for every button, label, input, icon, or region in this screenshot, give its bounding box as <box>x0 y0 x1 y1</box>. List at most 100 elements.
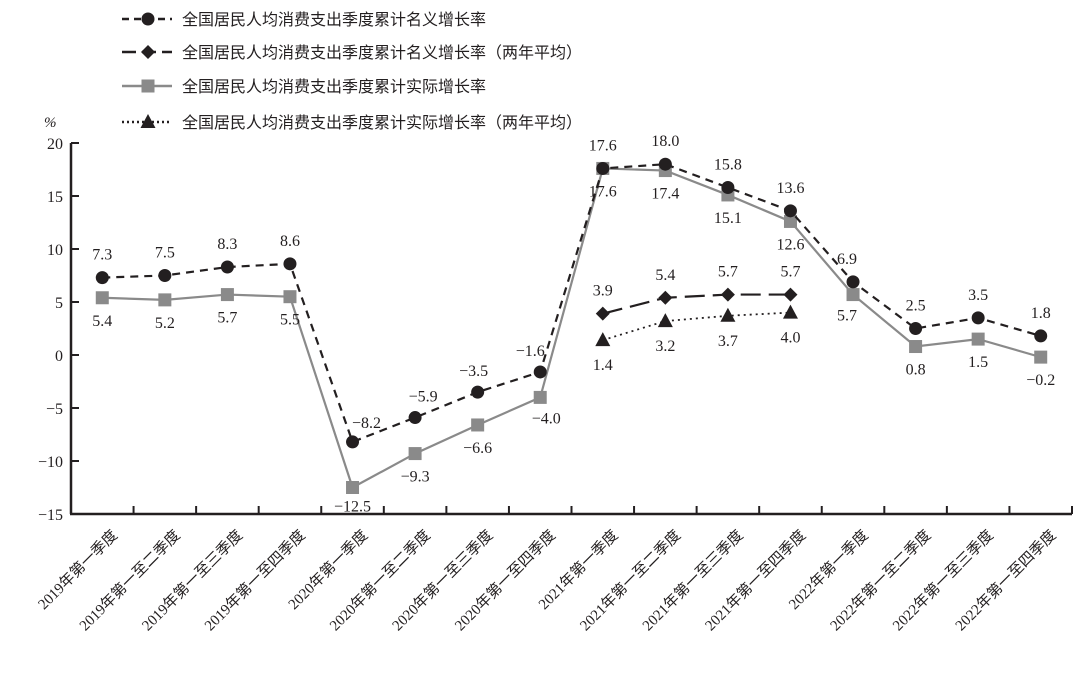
data-label: 3.5 <box>968 287 988 304</box>
diamond-marker-icon <box>595 306 610 321</box>
series-line <box>602 311 791 342</box>
data-label: 5.2 <box>155 315 175 332</box>
data-label: 5.4 <box>655 267 675 284</box>
data-label: 12.6 <box>776 236 804 253</box>
square-marker-icon <box>909 340 923 354</box>
series-3 <box>595 304 798 347</box>
circle-marker-icon <box>971 311 985 325</box>
data-label: 8.3 <box>217 236 237 253</box>
data-label: 17.6 <box>589 183 617 200</box>
data-label: 17.6 <box>589 137 617 154</box>
data-label: 0.8 <box>906 362 926 379</box>
legend-item: 全国居民人均消费支出季度累计名义增长率 <box>122 10 486 29</box>
circle-marker-icon <box>533 365 547 379</box>
data-label: 15.8 <box>714 157 742 174</box>
x-category-label: 2019年第一至二季度 <box>75 526 183 634</box>
square-marker-icon <box>471 418 485 432</box>
circle-marker-icon <box>846 275 860 289</box>
series-line <box>602 293 791 315</box>
legend-item: 全国居民人均消费支出季度累计实际增长率（两年平均） <box>122 113 582 132</box>
data-label: 5.7 <box>217 310 237 327</box>
circle-marker-icon <box>596 161 610 175</box>
circle-marker-icon <box>721 181 735 195</box>
data-label: −1.6 <box>516 343 545 360</box>
x-category-label: 2020年第一至四季度 <box>451 526 559 634</box>
y-tick-label: −15 <box>38 507 63 524</box>
data-labels: 7.3 7.5 8.3 8.6 −8.2 −5.9 −3.5 −1.6 17.6 18.0 15.8… <box>92 133 1055 515</box>
x-category-label: 2019年第一至四季度 <box>201 526 309 634</box>
data-label: 2.5 <box>906 298 926 315</box>
data-label: −5.9 <box>409 389 438 406</box>
square-marker-icon <box>408 447 422 461</box>
x-category-label: 2019年第一至三季度 <box>138 526 246 634</box>
legend-item: 全国居民人均消费支出季度累计实际增长率 <box>122 77 486 96</box>
triangle-marker-icon <box>720 307 736 322</box>
data-label: −8.2 <box>352 415 381 432</box>
legend-label: 全国居民人均消费支出季度累计名义增长率 <box>182 10 486 29</box>
data-label: 5.7 <box>780 264 800 281</box>
y-tick-label: −10 <box>38 454 63 471</box>
data-label: 15.1 <box>714 210 742 227</box>
y-tick-label: 20 <box>47 136 63 153</box>
legend-label: 全国居民人均消费支出季度累计名义增长率（两年平均） <box>182 43 582 62</box>
data-label: 3.9 <box>593 283 613 300</box>
circle-marker-icon <box>471 385 485 399</box>
square-marker-icon <box>971 332 985 346</box>
square-marker-icon <box>95 291 109 305</box>
data-label: 6.9 <box>837 251 857 268</box>
data-label: 7.5 <box>155 245 175 262</box>
square-marker-icon <box>346 481 360 494</box>
data-label: 3.7 <box>718 333 738 350</box>
x-category-label: 2020年第一至三季度 <box>388 526 496 634</box>
y-tick-label: −5 <box>46 401 63 418</box>
legend-label: 全国居民人均消费支出季度累计实际增长率 <box>182 77 486 96</box>
square-marker-icon <box>220 288 234 302</box>
legend-circle-icon <box>141 12 155 26</box>
legend: 全国居民人均消费支出季度累计名义增长率全国居民人均消费支出季度累计名义增长率（两… <box>122 10 582 132</box>
x-category-label: 2022年第一至四季度 <box>951 526 1059 634</box>
legend-triangle-icon <box>140 114 156 128</box>
legend-item: 全国居民人均消费支出季度累计名义增长率（两年平均） <box>122 43 582 62</box>
y-axis-unit: % <box>44 115 57 131</box>
y-tick-label: 0 <box>55 348 63 365</box>
square-marker-icon <box>158 293 172 307</box>
triangle-marker-icon <box>657 313 673 328</box>
square-marker-icon <box>533 390 547 404</box>
x-category-label: 2020年第一至二季度 <box>326 526 434 634</box>
data-label: 13.6 <box>776 180 804 197</box>
data-label: 5.7 <box>718 264 738 281</box>
square-marker-icon <box>783 214 797 228</box>
circle-marker-icon <box>95 271 109 285</box>
x-category-label: 2021年第一至四季度 <box>701 526 809 634</box>
series-line <box>102 167 1042 490</box>
data-label: 4.0 <box>780 330 800 347</box>
y-tick-label: 15 <box>47 189 63 206</box>
diamond-marker-icon <box>720 287 735 302</box>
data-label: 8.6 <box>280 233 300 250</box>
data-label: 1.5 <box>968 354 988 371</box>
circle-marker-icon <box>1034 329 1048 343</box>
circle-marker-icon <box>158 269 172 282</box>
circle-marker-icon <box>658 157 672 171</box>
data-label: 1.8 <box>1031 305 1051 322</box>
axes: 20 15 10 5 0 −5 −10 −15 <box>38 136 1073 524</box>
diamond-marker-icon <box>783 287 798 302</box>
series-line <box>102 163 1042 444</box>
diamond-marker-icon <box>658 290 673 305</box>
data-label: −6.6 <box>463 440 492 457</box>
x-axis-labels: 2019年第一季度2019年第一至二季度2019年第一至三季度2019年第一至四… <box>34 526 1059 634</box>
series-1 <box>595 287 798 321</box>
circle-marker-icon <box>783 204 797 218</box>
circle-marker-icon <box>283 257 297 271</box>
data-label: −4.0 <box>532 410 561 427</box>
data-label: 7.3 <box>92 247 112 264</box>
data-label: 3.2 <box>655 338 675 355</box>
x-category-label: 2022年第一至二季度 <box>826 526 934 634</box>
y-tick-label: 5 <box>55 295 63 312</box>
legend-diamond-icon <box>141 45 155 59</box>
legend-label: 全国居民人均消费支出季度累计实际增长率（两年平均） <box>182 113 582 132</box>
data-label: −0.2 <box>1026 372 1055 389</box>
data-label: 18.0 <box>651 133 679 150</box>
square-marker-icon <box>283 290 297 304</box>
